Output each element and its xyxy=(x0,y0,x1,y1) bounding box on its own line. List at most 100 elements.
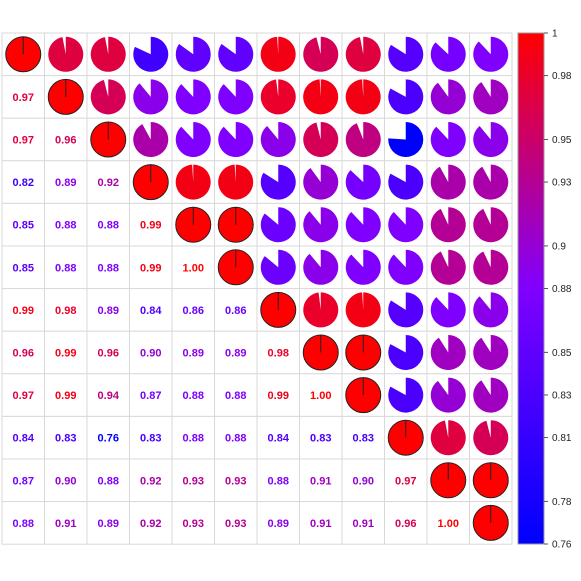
pie-glyph xyxy=(473,207,509,243)
coefficient-label: 0.99 xyxy=(140,262,161,274)
pie-glyph xyxy=(388,292,424,328)
coefficient-label: 0.88 xyxy=(225,390,246,402)
coefficient-label: 0.88 xyxy=(183,433,204,445)
coefficient-label: 0.92 xyxy=(98,177,119,189)
coefficient-label: 0.88 xyxy=(98,220,119,232)
pie-glyph xyxy=(430,292,466,328)
colorbar-ticks: 1 0.98 0.95 0.93 0.9 0.88 0.85 0.83 0.81 0.78 0.76 xyxy=(544,29,572,551)
pie-glyph xyxy=(388,377,424,413)
coefficient-label: 0.96 xyxy=(55,135,76,147)
colorbar-gradient xyxy=(517,32,545,545)
coefficient-label: 0.83 xyxy=(55,433,76,445)
pie-glyph xyxy=(473,292,509,328)
coefficient-label: 0.93 xyxy=(225,518,246,530)
matrix-cell xyxy=(44,202,88,247)
coefficient-label: 0.91 xyxy=(55,518,76,530)
matrix-cell xyxy=(86,288,130,332)
pie-glyph xyxy=(303,292,339,328)
matrix-cell xyxy=(256,501,300,545)
coefficient-label: 0.87 xyxy=(13,475,34,487)
matrix-glyphs: 0.97 0.97 0.96 0.82 0.89 0.92 0.85 0.88 0.88 0.99… xyxy=(5,36,509,541)
pie-glyph xyxy=(473,335,509,370)
matrix-cell xyxy=(129,458,173,503)
pie-glyph xyxy=(218,164,254,200)
matrix-cell xyxy=(44,501,88,545)
coefficient-label: 0.87 xyxy=(140,390,161,402)
pie-glyph xyxy=(388,36,424,72)
colorbar-tick-label: 0.98 xyxy=(552,71,572,82)
coefficient-label: 0.88 xyxy=(98,475,119,487)
pie-glyph xyxy=(175,79,211,115)
colorbar-tick-label: 0.9 xyxy=(552,241,566,252)
coefficient-label: 0.92 xyxy=(140,518,161,530)
pie-glyph xyxy=(133,122,169,157)
coefficient-label: 0.88 xyxy=(268,475,289,487)
colorbar-tick-label: 0.95 xyxy=(552,135,572,146)
matrix-cell xyxy=(299,458,343,503)
coefficient-label: 0.84 xyxy=(140,305,162,317)
pie-glyph xyxy=(218,36,254,72)
pie-glyph xyxy=(388,79,424,115)
colorbar-tick-label: 0.78 xyxy=(552,497,572,508)
coefficient-label: 0.88 xyxy=(55,262,76,274)
pie-glyph xyxy=(303,164,339,200)
coefficient-label: 0.99 xyxy=(55,348,76,360)
pie-glyph xyxy=(260,36,296,72)
coefficient-label: 0.90 xyxy=(140,348,161,360)
matrix-cell xyxy=(129,330,173,375)
coefficient-label: 0.83 xyxy=(353,433,374,445)
coefficient-label: 0.98 xyxy=(55,305,76,317)
coefficient-label: 0.82 xyxy=(13,177,34,189)
coefficient-label: 0.76 xyxy=(98,433,119,445)
coefficient-label: 0.92 xyxy=(140,475,161,487)
matrix-cell xyxy=(171,288,215,332)
matrix-cell xyxy=(214,458,258,503)
coefficient-label: 1.00 xyxy=(183,262,204,274)
coefficient-label: 0.99 xyxy=(140,220,161,232)
colorbar-tick-label: 0.83 xyxy=(552,390,572,401)
pie-glyph xyxy=(175,122,211,157)
pie-glyph xyxy=(430,377,466,413)
matrix-cell xyxy=(299,373,343,417)
pie-glyph xyxy=(303,36,339,72)
matrix-cell xyxy=(214,373,258,417)
coefficient-label: 0.85 xyxy=(13,262,34,274)
pie-glyph xyxy=(388,122,424,157)
coefficient-label: 0.89 xyxy=(225,348,246,360)
colorbar-tick-label: 0.93 xyxy=(552,178,572,189)
matrix-cell xyxy=(256,415,300,460)
coefficient-label: 0.99 xyxy=(13,305,34,317)
pie-glyph xyxy=(388,249,424,285)
matrix-cell xyxy=(341,458,385,503)
coefficient-label: 0.89 xyxy=(183,348,204,360)
matrix-cell xyxy=(426,501,470,545)
coefficient-label: 1.00 xyxy=(438,518,459,530)
pie-glyph xyxy=(388,335,424,371)
pie-glyph xyxy=(303,122,339,157)
pie-glyph xyxy=(473,164,509,200)
pie-glyph xyxy=(303,207,339,243)
pie-glyph xyxy=(345,207,381,243)
pie-glyph xyxy=(473,377,509,413)
pie-glyph xyxy=(473,122,509,157)
matrix-cell xyxy=(1,288,45,332)
coefficient-label: 0.88 xyxy=(225,433,246,445)
coefficient-label: 0.88 xyxy=(55,220,76,232)
matrix-cell xyxy=(1,458,45,503)
coefficient-label: 0.99 xyxy=(268,390,289,402)
matrix-cell xyxy=(44,288,88,332)
matrix-cell xyxy=(214,288,258,332)
matrix-cell xyxy=(171,330,215,375)
matrix-cell xyxy=(86,458,130,503)
matrix-cell xyxy=(1,330,45,375)
coefficient-label: 0.96 xyxy=(395,518,416,530)
coefficient-label: 0.85 xyxy=(13,220,34,232)
matrix-cell xyxy=(256,330,300,375)
pie-glyph xyxy=(218,122,254,157)
pie-glyph xyxy=(430,420,466,456)
pie-glyph xyxy=(133,36,169,72)
pie-glyph xyxy=(260,122,296,157)
pie-glyph xyxy=(303,79,339,115)
pie-glyph xyxy=(90,36,126,72)
